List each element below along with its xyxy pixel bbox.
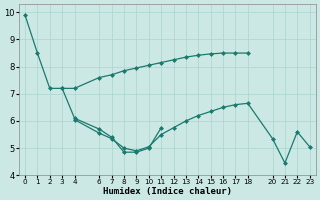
X-axis label: Humidex (Indice chaleur): Humidex (Indice chaleur): [103, 187, 232, 196]
